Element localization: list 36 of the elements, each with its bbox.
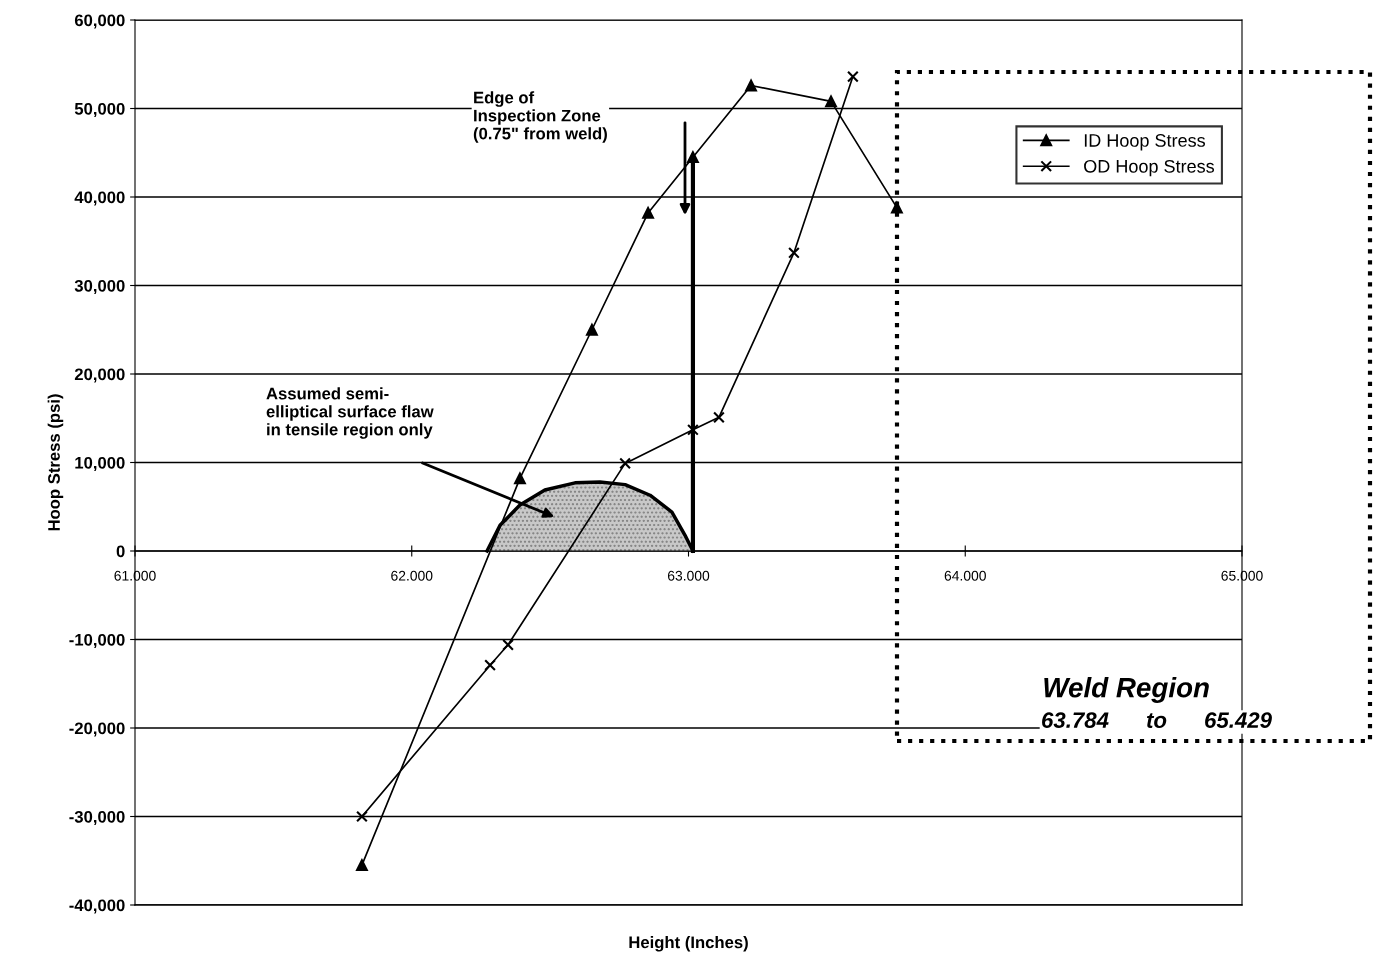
y-tick-label: 0 — [116, 545, 125, 558]
y-axis-title: Hoop Stress (psi) — [47, 394, 64, 531]
point — [356, 810, 368, 823]
point — [890, 201, 903, 214]
point — [846, 70, 859, 83]
point — [687, 151, 699, 164]
point — [484, 659, 496, 672]
point — [745, 79, 757, 92]
y-tick-label: -10,000 — [69, 633, 125, 649]
y-tick-label: 30,000 — [74, 279, 125, 295]
legend-label: ID Hoop Stress — [1084, 134, 1206, 151]
x-tick-label: 62.000 — [391, 570, 433, 581]
point — [586, 323, 598, 336]
point — [356, 859, 368, 872]
point — [687, 423, 699, 436]
legend-label: OD Hoop Stress — [1084, 159, 1215, 177]
y-tick-label: -20,000 — [69, 722, 125, 737]
y-tick-label: 50,000 — [74, 102, 125, 118]
y-tick-label: -30,000 — [69, 810, 125, 826]
annotation: Assumed semi- elliptical surface flaw in tensile region only — [266, 387, 434, 439]
point — [788, 246, 800, 259]
x-axis-title: Height (Inches) — [629, 935, 748, 952]
annotation: 63.784 to 65.429 — [1042, 712, 1272, 728]
annotation: Edge of Inspection Zone (0.75" from weld) — [473, 91, 607, 143]
point — [825, 95, 837, 108]
y-tick-label: -40,000 — [69, 899, 125, 914]
y-tick-label: 60,000 — [74, 14, 125, 29]
point — [619, 457, 632, 470]
point — [514, 472, 526, 485]
y-tick-label: 10,000 — [75, 456, 125, 472]
y-tick-label: 40,000 — [74, 191, 125, 206]
x-tick-label: 64.000 — [944, 570, 986, 581]
point — [713, 411, 725, 424]
y-tick-label: 20,000 — [74, 368, 125, 383]
x-tick-label: 63.000 — [667, 570, 710, 581]
annotation: Weld Region — [1044, 677, 1209, 703]
